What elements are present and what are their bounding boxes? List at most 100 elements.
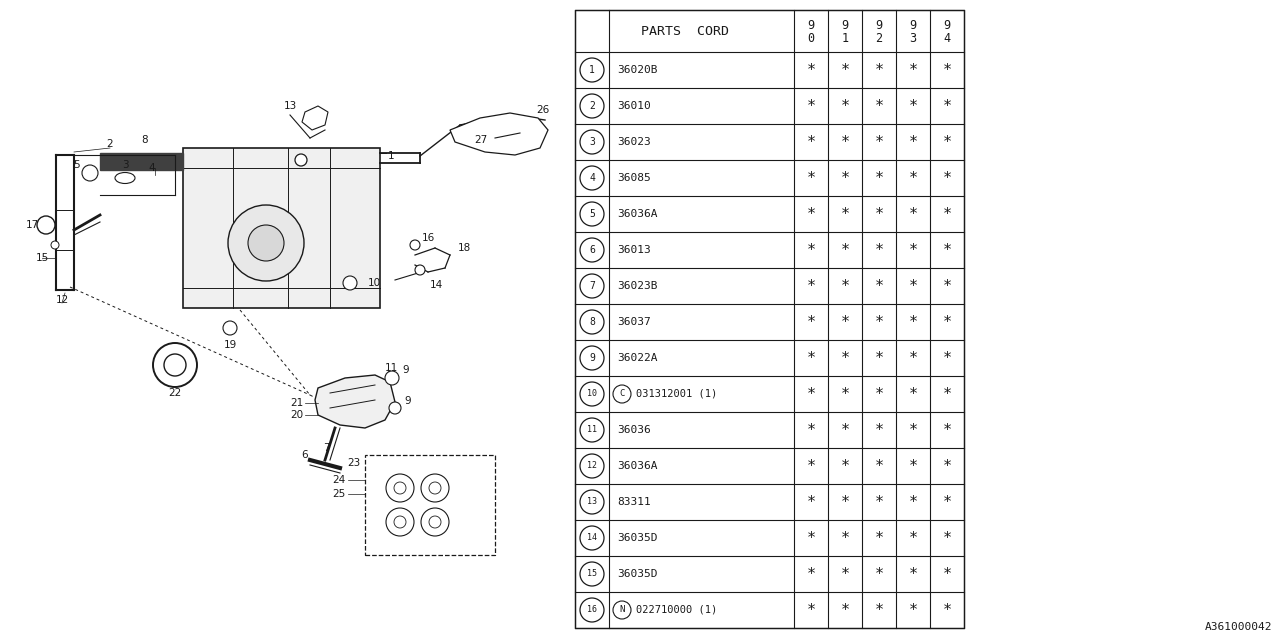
Text: *: * <box>841 243 850 257</box>
Text: 4: 4 <box>943 31 951 45</box>
Circle shape <box>580 166 604 190</box>
Text: *: * <box>942 387 951 401</box>
Circle shape <box>580 274 604 298</box>
Circle shape <box>580 94 604 118</box>
Circle shape <box>429 482 442 494</box>
Text: 8: 8 <box>589 317 595 327</box>
Text: *: * <box>942 99 951 113</box>
Text: *: * <box>909 278 918 294</box>
Circle shape <box>580 382 604 406</box>
Polygon shape <box>100 153 183 170</box>
Polygon shape <box>302 106 328 130</box>
Text: 7: 7 <box>589 281 595 291</box>
Circle shape <box>410 240 420 250</box>
Text: *: * <box>874 63 883 77</box>
Text: 2: 2 <box>589 101 595 111</box>
Text: 3: 3 <box>122 160 128 170</box>
Circle shape <box>387 508 413 536</box>
Polygon shape <box>315 375 396 428</box>
Text: 4: 4 <box>589 173 595 183</box>
Text: 1: 1 <box>388 151 394 161</box>
Text: 36022A: 36022A <box>617 353 658 363</box>
Circle shape <box>580 418 604 442</box>
Text: *: * <box>841 422 850 438</box>
Text: *: * <box>841 566 850 582</box>
Text: *: * <box>942 458 951 474</box>
Text: *: * <box>806 99 815 113</box>
Circle shape <box>385 371 399 385</box>
Text: 4: 4 <box>148 163 155 173</box>
Text: *: * <box>841 458 850 474</box>
Text: 5: 5 <box>73 160 81 170</box>
Text: *: * <box>806 602 815 618</box>
Circle shape <box>387 474 413 502</box>
Text: 36036: 36036 <box>617 425 650 435</box>
Text: 6: 6 <box>301 450 308 460</box>
Circle shape <box>394 482 406 494</box>
Text: *: * <box>874 243 883 257</box>
Circle shape <box>580 526 604 550</box>
Text: 5: 5 <box>589 209 595 219</box>
Text: 2: 2 <box>106 139 114 149</box>
Circle shape <box>37 216 55 234</box>
Text: *: * <box>942 602 951 618</box>
Circle shape <box>394 516 406 528</box>
Text: 18: 18 <box>458 243 471 253</box>
Text: *: * <box>806 243 815 257</box>
Text: 26: 26 <box>536 105 549 115</box>
Circle shape <box>415 265 425 275</box>
Text: 14: 14 <box>588 534 596 543</box>
Text: 36013: 36013 <box>617 245 650 255</box>
Text: *: * <box>942 351 951 365</box>
Circle shape <box>421 508 449 536</box>
Text: N: N <box>620 605 625 614</box>
Polygon shape <box>451 113 548 155</box>
Circle shape <box>580 58 604 82</box>
Text: 11: 11 <box>385 363 398 373</box>
Text: *: * <box>806 170 815 186</box>
Text: *: * <box>909 387 918 401</box>
Circle shape <box>580 346 604 370</box>
Text: A361000042: A361000042 <box>1204 622 1272 632</box>
Text: 12: 12 <box>55 295 69 305</box>
Text: 2: 2 <box>876 31 883 45</box>
Text: 36023: 36023 <box>617 137 650 147</box>
Circle shape <box>613 385 631 403</box>
Text: *: * <box>874 170 883 186</box>
Text: *: * <box>874 566 883 582</box>
Text: 10: 10 <box>588 390 596 399</box>
Text: *: * <box>806 351 815 365</box>
Text: *: * <box>874 351 883 365</box>
Text: *: * <box>874 278 883 294</box>
Text: *: * <box>841 99 850 113</box>
Text: *: * <box>806 207 815 221</box>
Circle shape <box>580 454 604 478</box>
Text: *: * <box>909 422 918 438</box>
Circle shape <box>580 562 604 586</box>
Text: 1: 1 <box>841 31 849 45</box>
Text: 36035D: 36035D <box>617 569 658 579</box>
Bar <box>365 455 495 555</box>
Text: 9: 9 <box>876 19 883 31</box>
Text: 13: 13 <box>283 101 297 111</box>
Text: 15: 15 <box>588 570 596 579</box>
Text: *: * <box>806 134 815 150</box>
Circle shape <box>580 238 604 262</box>
Text: 16: 16 <box>588 605 596 614</box>
Text: *: * <box>909 207 918 221</box>
Text: *: * <box>909 314 918 330</box>
Text: *: * <box>942 495 951 509</box>
Text: *: * <box>874 602 883 618</box>
Text: *: * <box>942 63 951 77</box>
Circle shape <box>223 321 237 335</box>
Text: 8: 8 <box>142 135 148 145</box>
Circle shape <box>429 516 442 528</box>
Text: 9: 9 <box>943 19 951 31</box>
Text: *: * <box>942 314 951 330</box>
Circle shape <box>389 402 401 414</box>
Text: *: * <box>874 422 883 438</box>
Text: 36036A: 36036A <box>617 461 658 471</box>
Text: *: * <box>909 495 918 509</box>
Text: *: * <box>841 63 850 77</box>
Text: 031312001 (1): 031312001 (1) <box>636 389 717 399</box>
